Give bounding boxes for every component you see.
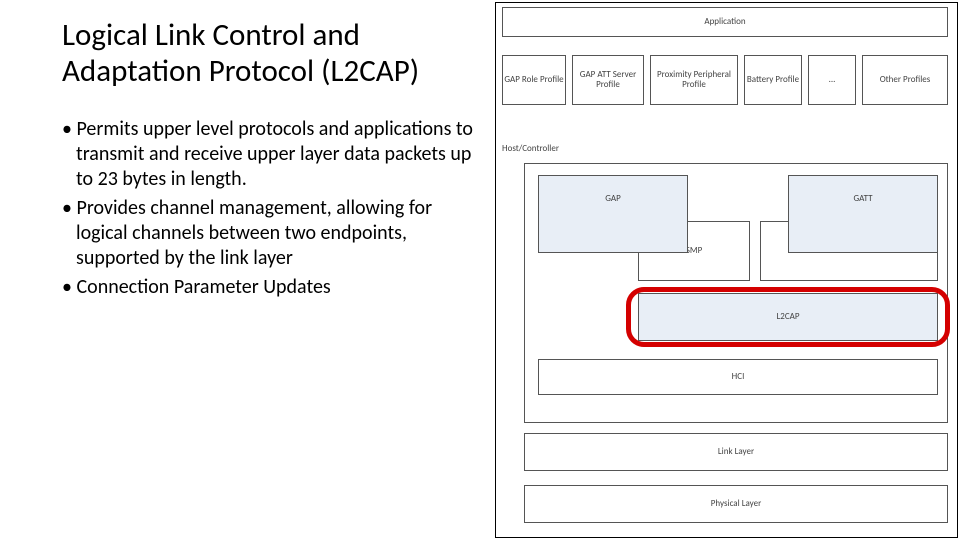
profile-label: ... — [829, 75, 836, 85]
protocol-stack-diagram: Application GAP Role Profile GAP ATT Ser… — [495, 2, 958, 538]
layer-label: Link Layer — [718, 447, 754, 457]
profile-label: Battery Profile — [747, 75, 799, 85]
profile-label: GAP ATT Server Profile — [573, 70, 643, 90]
layer-label: L2CAP — [776, 312, 799, 322]
profile-box: Battery Profile — [744, 55, 802, 105]
layer-label: Application — [704, 17, 745, 27]
slide-title: Logical Link Control and Adaptation Prot… — [62, 18, 483, 89]
profile-label: Other Profiles — [880, 75, 931, 85]
text-column: Logical Link Control and Adaptation Prot… — [0, 0, 495, 540]
layer-label: GAP — [605, 194, 621, 204]
bullet-item: Provides channel management, allowing fo… — [62, 196, 483, 271]
profile-box: GAP ATT Server Profile — [572, 55, 644, 105]
layer-application: Application — [502, 7, 948, 37]
bullet-item: Connection Parameter Updates — [62, 275, 483, 300]
profile-box: GAP Role Profile — [502, 55, 566, 105]
bullet-item: Permits upper level protocols and applic… — [62, 117, 483, 192]
profile-label: GAP Role Profile — [504, 75, 563, 85]
layer-gatt: GATT — [788, 175, 938, 253]
layer-l2cap: L2CAP — [638, 293, 938, 341]
layer-label: GATT — [853, 194, 872, 204]
bullet-list: Permits upper level protocols and applic… — [62, 117, 483, 300]
layer-gap: GAP — [538, 175, 688, 253]
profile-box: Other Profiles — [862, 55, 948, 105]
layer-label: Physical Layer — [711, 499, 761, 509]
profile-label: Proximity Peripheral Profile — [651, 70, 737, 90]
slide: Logical Link Control and Adaptation Prot… — [0, 0, 960, 540]
host-controller-label: Host/Controller — [502, 143, 559, 154]
profile-box: ... — [808, 55, 856, 105]
layer-hci: HCI — [538, 359, 938, 395]
layer-label: HCI — [732, 372, 745, 382]
layer-label: SMP — [686, 246, 702, 256]
layer-link: Link Layer — [524, 433, 948, 471]
layer-physical: Physical Layer — [524, 485, 948, 523]
profile-box: Proximity Peripheral Profile — [650, 55, 738, 105]
